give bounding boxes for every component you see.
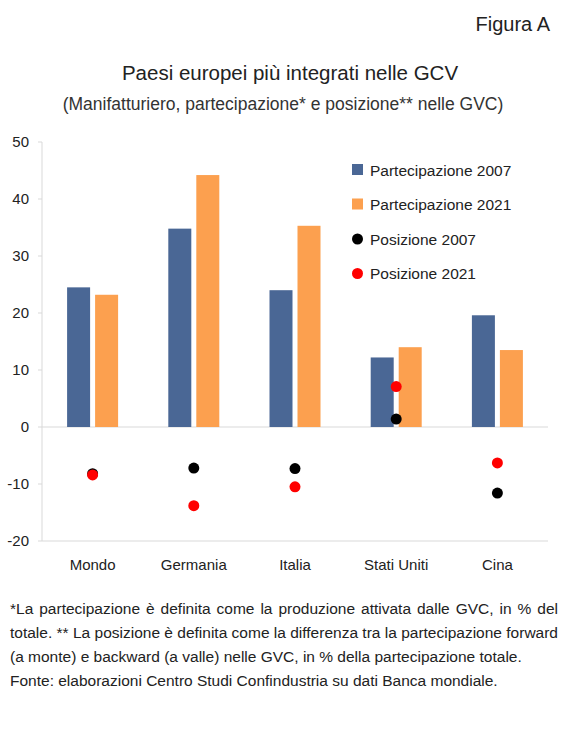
y-tick: [38, 142, 42, 143]
bar: [500, 350, 523, 427]
y-tick: [38, 313, 42, 314]
bar: [472, 315, 495, 427]
bar: [95, 295, 118, 427]
y-tick-label: 50: [12, 133, 29, 150]
legend: Partecipazione 2007 Partecipazione 2021 Po…: [352, 162, 511, 283]
y-tick-label: 10: [12, 361, 29, 378]
y-tick: [38, 484, 42, 485]
y-tick: [38, 370, 42, 371]
legend-label: Partecipazione 2021: [370, 196, 511, 213]
point: [391, 381, 402, 392]
legend-label: Posizione 2021: [370, 265, 476, 282]
legend-label: Posizione 2007: [370, 231, 476, 248]
bar: [298, 226, 321, 427]
point: [492, 457, 503, 468]
title: Paesi europei più integrati nelle GCV: [122, 61, 458, 84]
legend-label: Partecipazione 2007: [370, 162, 511, 179]
legend-swatch: [352, 164, 363, 175]
x-tick-label: Cina: [482, 556, 514, 573]
point: [188, 500, 199, 511]
marks: [67, 175, 523, 511]
bar: [270, 290, 293, 427]
legend-swatch: [352, 199, 363, 210]
y-tick-label: 0: [21, 418, 29, 435]
note: *La partecipazione è definita come la pr…: [10, 597, 558, 669]
y-tick: [38, 199, 42, 200]
point: [87, 469, 98, 480]
point: [290, 463, 301, 474]
bar: [196, 175, 219, 427]
bar: [399, 347, 422, 427]
bar: [67, 287, 90, 427]
x-tick-label: Germania: [161, 556, 228, 573]
bar: [371, 357, 394, 427]
point: [492, 488, 503, 499]
y-tick-label: 40: [12, 190, 29, 207]
point: [188, 463, 199, 474]
y-tick-label: 20: [12, 304, 29, 321]
subtitle: (Manifatturiero, partecipazione* e posiz…: [63, 94, 504, 114]
y-tick: [38, 427, 42, 428]
figure-label: Figura A: [476, 13, 551, 35]
x-tick-label: Italia: [279, 556, 311, 573]
x-axis: [42, 541, 548, 542]
y-tick: [38, 541, 42, 542]
point: [290, 481, 301, 492]
notes: *La partecipazione è definita come la pr…: [10, 597, 558, 693]
note: Fonte: elaborazioni Centro Studi Confind…: [10, 669, 558, 693]
point: [391, 414, 402, 425]
y-axis: [42, 142, 43, 541]
legend-swatch: [352, 234, 363, 245]
legend-swatch: [352, 268, 363, 279]
y-tick-label: -10: [7, 475, 29, 492]
bar: [168, 229, 191, 427]
y-tick-label: -20: [7, 532, 29, 549]
x-tick-label: Mondo: [70, 556, 116, 573]
y-tick: [38, 256, 42, 257]
x-tick-label: Stati Uniti: [364, 556, 428, 573]
y-tick-label: 30: [12, 247, 29, 264]
